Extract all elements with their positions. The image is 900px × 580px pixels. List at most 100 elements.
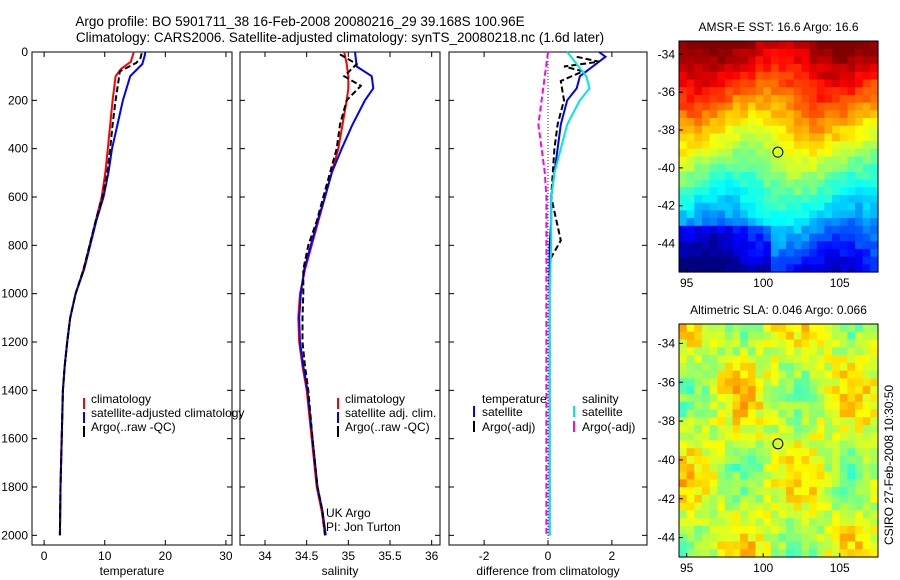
heatmap-cell xyxy=(847,248,856,258)
heatmap-cell xyxy=(694,324,703,333)
heatmap-cell xyxy=(862,133,871,142)
y-tick-label: -38 xyxy=(658,414,676,428)
heatmap-cell xyxy=(740,362,749,372)
heatmap-cell xyxy=(801,440,810,449)
heatmap-cell xyxy=(870,94,879,104)
heatmap-cell xyxy=(747,264,757,273)
heatmap-cell xyxy=(694,195,703,204)
heatmap-cell xyxy=(809,264,818,273)
heatmap-cell xyxy=(870,133,879,142)
heatmap-cell xyxy=(855,141,864,150)
x-tick-label: 10 xyxy=(98,549,112,563)
heatmap-cell xyxy=(740,171,749,181)
heatmap-cell xyxy=(770,79,780,88)
heatmap-cell xyxy=(770,494,780,504)
heatmap-cell xyxy=(801,549,810,558)
heatmap-cell xyxy=(832,479,841,488)
heatmap-cell xyxy=(824,256,833,265)
heatmap-cell xyxy=(694,386,703,395)
x-axis-label: salinity xyxy=(322,564,359,578)
heatmap-cell xyxy=(679,87,688,96)
heatmap-cell xyxy=(724,248,734,258)
heatmap-cell xyxy=(832,339,841,348)
heatmap-cell xyxy=(870,202,879,211)
heatmap-cell xyxy=(847,409,856,418)
heatmap-cell xyxy=(847,494,856,504)
heatmap-cell xyxy=(732,386,741,395)
heatmap-cell xyxy=(816,401,826,411)
heatmap-cell xyxy=(824,401,833,411)
heatmap-cell xyxy=(786,432,795,442)
heatmap-cell xyxy=(824,248,833,258)
heatmap-cell xyxy=(786,179,795,188)
heatmap-cell xyxy=(763,233,772,242)
heatmap-cell xyxy=(747,533,757,543)
heatmap-cell xyxy=(778,401,787,411)
heatmap-cell xyxy=(763,210,772,219)
y-tick-label: 400 xyxy=(8,142,28,156)
heatmap-cell xyxy=(801,393,810,403)
legend-argo-label: Argo(..raw -QC) xyxy=(345,420,430,434)
heatmap-cell xyxy=(770,471,780,480)
heatmap-cell xyxy=(847,264,856,273)
heatmap-cell xyxy=(832,148,841,158)
heatmap-cell xyxy=(786,256,795,265)
heatmap-cell xyxy=(839,48,848,57)
heatmap-cell xyxy=(755,533,764,543)
heatmap-cell xyxy=(786,171,795,181)
heatmap-cell xyxy=(747,324,757,333)
heatmap-cell xyxy=(732,541,741,550)
heatmap-cell xyxy=(809,56,818,65)
heatmap-cell xyxy=(701,479,711,488)
heatmap-cell xyxy=(801,64,810,73)
heatmap-cell xyxy=(709,525,718,535)
heatmap-cell xyxy=(732,195,741,204)
heatmap-cell xyxy=(763,164,772,173)
heatmap-cell xyxy=(679,248,688,258)
heatmap-cell xyxy=(763,331,772,341)
heatmap-cell xyxy=(870,41,879,50)
heatmap-cell xyxy=(679,541,688,550)
heatmap-cell xyxy=(701,471,711,480)
heatmap-cell xyxy=(786,494,795,504)
heatmap-cell xyxy=(809,87,818,96)
heatmap-cell xyxy=(709,133,718,142)
heatmap-cell xyxy=(755,125,764,134)
heatmap-cell xyxy=(824,133,833,142)
heatmap-cell xyxy=(763,48,772,57)
heatmap-cell xyxy=(862,225,871,235)
heatmap-cell xyxy=(855,94,864,104)
heatmap-cell xyxy=(778,494,787,504)
heatmap-cell xyxy=(870,218,879,227)
heatmap-cell xyxy=(686,241,695,250)
heatmap-cell xyxy=(824,125,833,134)
heatmap-cell xyxy=(816,432,826,442)
heatmap-cell xyxy=(732,432,741,442)
heatmap-cell xyxy=(778,110,787,119)
heatmap-cell xyxy=(724,471,734,480)
heatmap-cell xyxy=(870,264,879,273)
heatmap-cell xyxy=(701,102,711,111)
heatmap-cell xyxy=(740,64,749,73)
heatmap-cell xyxy=(770,510,780,519)
heatmap-cell xyxy=(679,378,688,387)
heatmap-cell xyxy=(694,510,703,519)
heatmap-cell xyxy=(839,331,848,341)
heatmap-cell xyxy=(755,179,764,188)
heatmap-cell xyxy=(717,409,726,418)
heatmap-cell xyxy=(801,94,810,104)
heatmap-cell xyxy=(732,110,741,119)
heatmap-cell xyxy=(717,110,726,119)
heatmap-cell xyxy=(717,448,726,457)
heatmap-cell xyxy=(793,125,803,134)
heatmap-cell xyxy=(778,347,787,356)
heatmap-cell xyxy=(778,41,787,50)
heatmap-cell xyxy=(855,502,864,511)
heatmap-cell xyxy=(701,179,711,188)
heatmap-cell xyxy=(740,525,749,535)
heatmap-cell xyxy=(870,409,879,418)
heatmap-cell xyxy=(740,424,749,434)
heatmap-cell xyxy=(793,370,803,379)
heatmap-cell xyxy=(701,148,711,158)
heatmap-cell xyxy=(801,179,810,188)
